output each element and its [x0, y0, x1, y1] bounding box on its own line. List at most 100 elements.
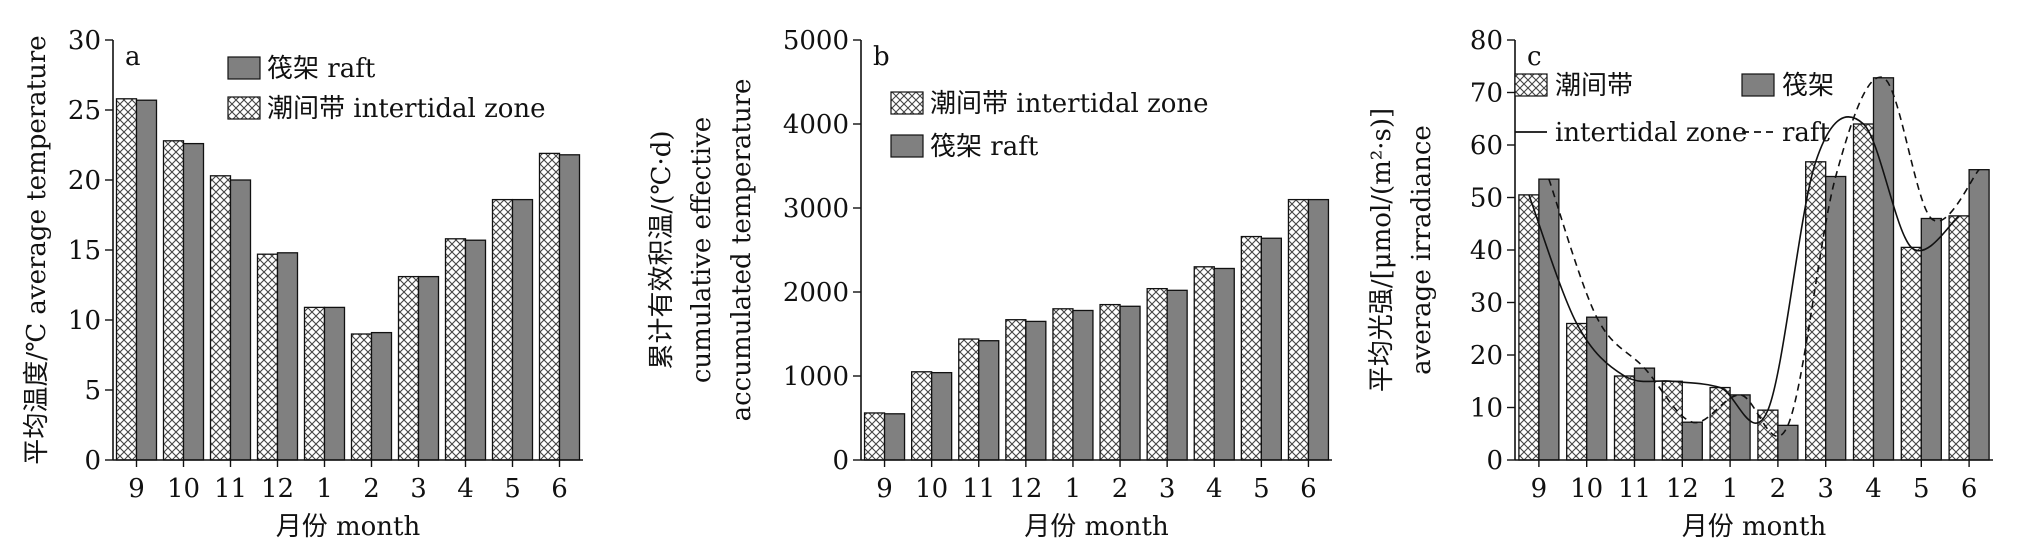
bar-solid-12	[276, 252, 299, 461]
bar-hatched-4	[1852, 123, 1875, 461]
y-tick-label: 0	[84, 446, 101, 476]
bar-hatched-4	[1193, 266, 1215, 461]
y-tick-label: 20	[68, 166, 101, 196]
y-tick-label: 2000	[783, 278, 849, 308]
y-tick-label: 5	[84, 376, 101, 406]
y-axis-title: 平均光强/[μmol/(m²·s)]	[1367, 108, 1397, 392]
legend-label: 潮间带 intertidal zone	[267, 94, 546, 124]
y-axis-title: 累计有效积温/(℃·d)	[647, 130, 677, 369]
y-tick-label: 30	[1470, 289, 1503, 319]
x-tick-label: 2	[1112, 474, 1129, 504]
bar-hatched-9	[1518, 194, 1540, 461]
bar-solid-1	[1729, 394, 1751, 461]
x-tick-label: 6	[1300, 474, 1317, 504]
legend-label: raft	[1782, 118, 1831, 148]
x-tick-label: 12	[1009, 474, 1042, 504]
legend-label: 潮间带 intertidal zone	[930, 89, 1209, 119]
bar-solid-9	[883, 413, 906, 461]
bar-hatched-12	[256, 253, 279, 461]
x-tick-label: 10	[915, 474, 948, 504]
x-axis-title: 月份 month	[276, 512, 421, 542]
x-tick-label: 1	[1722, 474, 1739, 504]
x-tick-label: 11	[214, 474, 247, 504]
x-axis-title: 月份 month	[1024, 512, 1169, 542]
trend-line-intertidal-zone	[1528, 116, 1960, 424]
bar-solid-2	[1777, 424, 1799, 461]
y-tick-label: 50	[1470, 184, 1503, 214]
bar-hatched-1	[1709, 386, 1731, 461]
x-tick-label: 10	[1570, 474, 1603, 504]
legend-swatch	[890, 91, 924, 115]
bar-solid-10	[1586, 316, 1608, 461]
bar-solid-9	[135, 99, 158, 461]
x-tick-label: 2	[1770, 474, 1787, 504]
trend-line-raft	[1548, 76, 1980, 437]
x-tick-label: 4	[457, 474, 474, 504]
bar-hatched-5	[1900, 246, 1922, 461]
bar-solid-10	[182, 142, 205, 461]
bar-solid-12	[1025, 320, 1047, 461]
y-tick-label: 25	[68, 96, 101, 126]
x-tick-label: 10	[167, 474, 200, 504]
bar-hatched-2	[350, 333, 373, 461]
bar-hatched-9	[863, 412, 886, 461]
x-tick-label: 9	[876, 474, 893, 504]
y-axis-title: 平均温度/℃ average temperature	[22, 35, 52, 464]
y-axis-title: accumulated temperature	[727, 79, 757, 422]
bar-hatched-11	[1613, 375, 1636, 461]
bar-hatched-5	[491, 198, 514, 461]
bar-solid-1	[1072, 309, 1094, 461]
y-tick-label: 0	[1486, 446, 1503, 476]
x-tick-label: 1	[1065, 474, 1082, 504]
y-tick-label: 10	[1470, 394, 1503, 424]
bar-hatched-3	[1805, 161, 1827, 461]
bar-hatched-5	[1240, 235, 1262, 461]
bar-hatched-4	[444, 238, 467, 461]
bar-solid-9	[1538, 178, 1560, 461]
y-tick-label: 60	[1470, 131, 1503, 161]
y-tick-label: 80	[1470, 26, 1503, 56]
bar-solid-5	[1920, 217, 1942, 461]
x-tick-label: 6	[551, 474, 568, 504]
bar-solid-10	[931, 371, 953, 461]
x-tick-label: 5	[1913, 474, 1930, 504]
bar-hatched-1	[303, 306, 326, 461]
y-tick-label: 30	[68, 26, 101, 56]
x-tick-label: 2	[363, 474, 380, 504]
bar-hatched-3	[1146, 287, 1168, 461]
bar-hatched-11	[209, 175, 232, 461]
x-tick-label: 1	[316, 474, 333, 504]
y-tick-label: 5000	[783, 26, 849, 56]
y-tick-label: 1000	[783, 362, 849, 392]
bar-solid-1	[323, 306, 346, 461]
legend-label: 筏架	[1782, 71, 1834, 101]
bar-hatched-3	[397, 275, 420, 461]
bar-solid-2	[370, 331, 393, 461]
legend-swatch	[227, 56, 261, 80]
x-tick-label: 5	[504, 474, 521, 504]
y-tick-label: 4000	[783, 110, 849, 140]
bar-hatched-12	[1661, 380, 1683, 461]
bar-solid-11	[229, 179, 252, 461]
panel-label: a	[125, 42, 141, 72]
panel-label: b	[873, 42, 890, 72]
bar-solid-6	[558, 154, 581, 461]
bar-solid-2	[1119, 305, 1141, 461]
x-tick-label: 3	[1159, 474, 1176, 504]
y-tick-label: 10	[68, 306, 101, 336]
y-tick-label: 20	[1470, 341, 1503, 371]
bar-solid-3	[1825, 175, 1847, 461]
bar-hatched-6	[1948, 215, 1970, 461]
bar-solid-6	[1968, 169, 1990, 461]
bar-solid-12	[1681, 421, 1703, 461]
bar-solid-3	[417, 275, 440, 461]
x-tick-label: 9	[128, 474, 145, 504]
bar-hatched-6	[538, 152, 561, 461]
y-axis-title: average irradiance	[1407, 125, 1437, 375]
x-tick-label: 11	[962, 474, 995, 504]
panel-label: c	[1527, 42, 1542, 72]
x-tick-label: 3	[410, 474, 427, 504]
